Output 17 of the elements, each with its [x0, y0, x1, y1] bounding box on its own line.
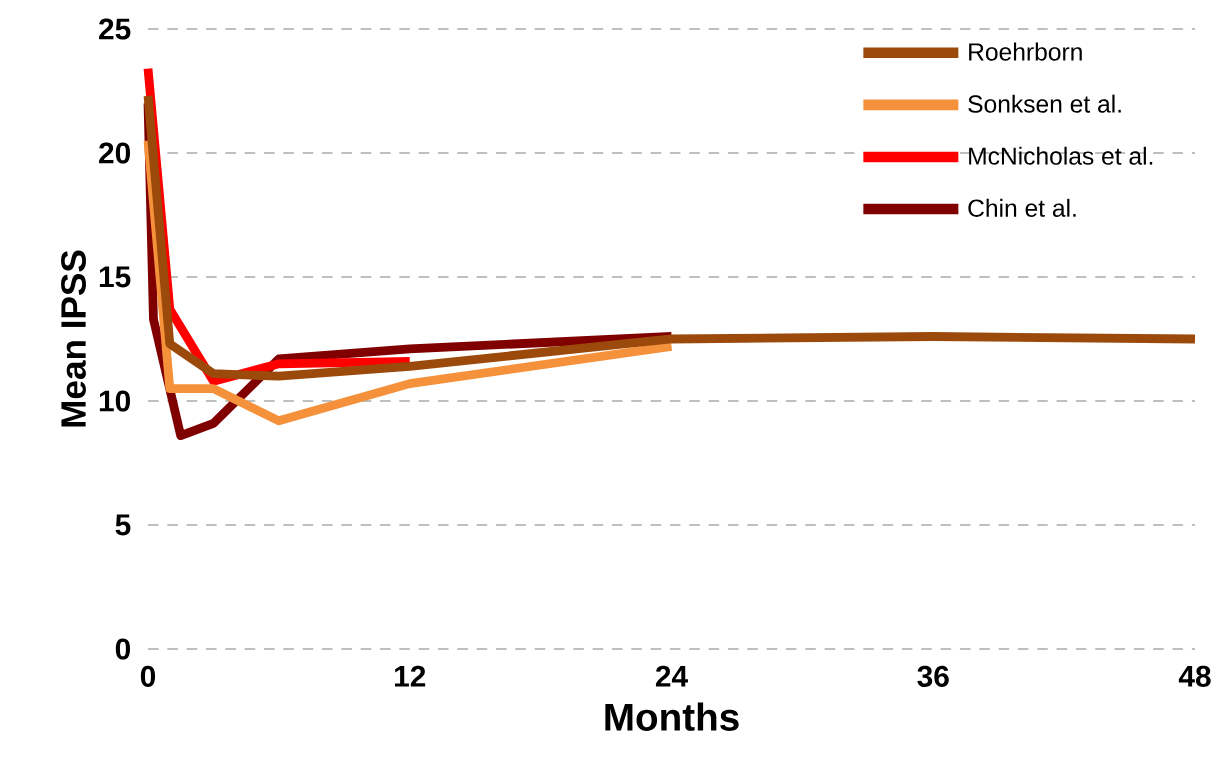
x-axis-title: Months: [605, 702, 739, 731]
x-tick-label: 36: [917, 665, 949, 687]
x-tick-label: 0: [140, 665, 156, 687]
legend-label: McNicholas et al.: [969, 146, 1153, 165]
legend-label: Sonksen et al.: [968, 94, 1121, 113]
y-axis-title: Mean IPSS: [61, 250, 86, 427]
y-tick-label: 10: [99, 390, 131, 412]
y-tick-label: 25: [99, 18, 131, 40]
x-tick-label: 12: [395, 665, 426, 687]
y-tick-label: 20: [99, 142, 131, 164]
x-tick-label: 24: [655, 665, 688, 687]
y-tick-label: 15: [99, 266, 131, 288]
y-tick-label: 5: [115, 514, 131, 536]
legend-label: Roehrborn: [969, 42, 1082, 61]
y-tick-label: 0: [115, 638, 131, 660]
x-tick-label: 48: [1178, 665, 1211, 687]
legend-label: Chin et al.: [968, 198, 1076, 217]
